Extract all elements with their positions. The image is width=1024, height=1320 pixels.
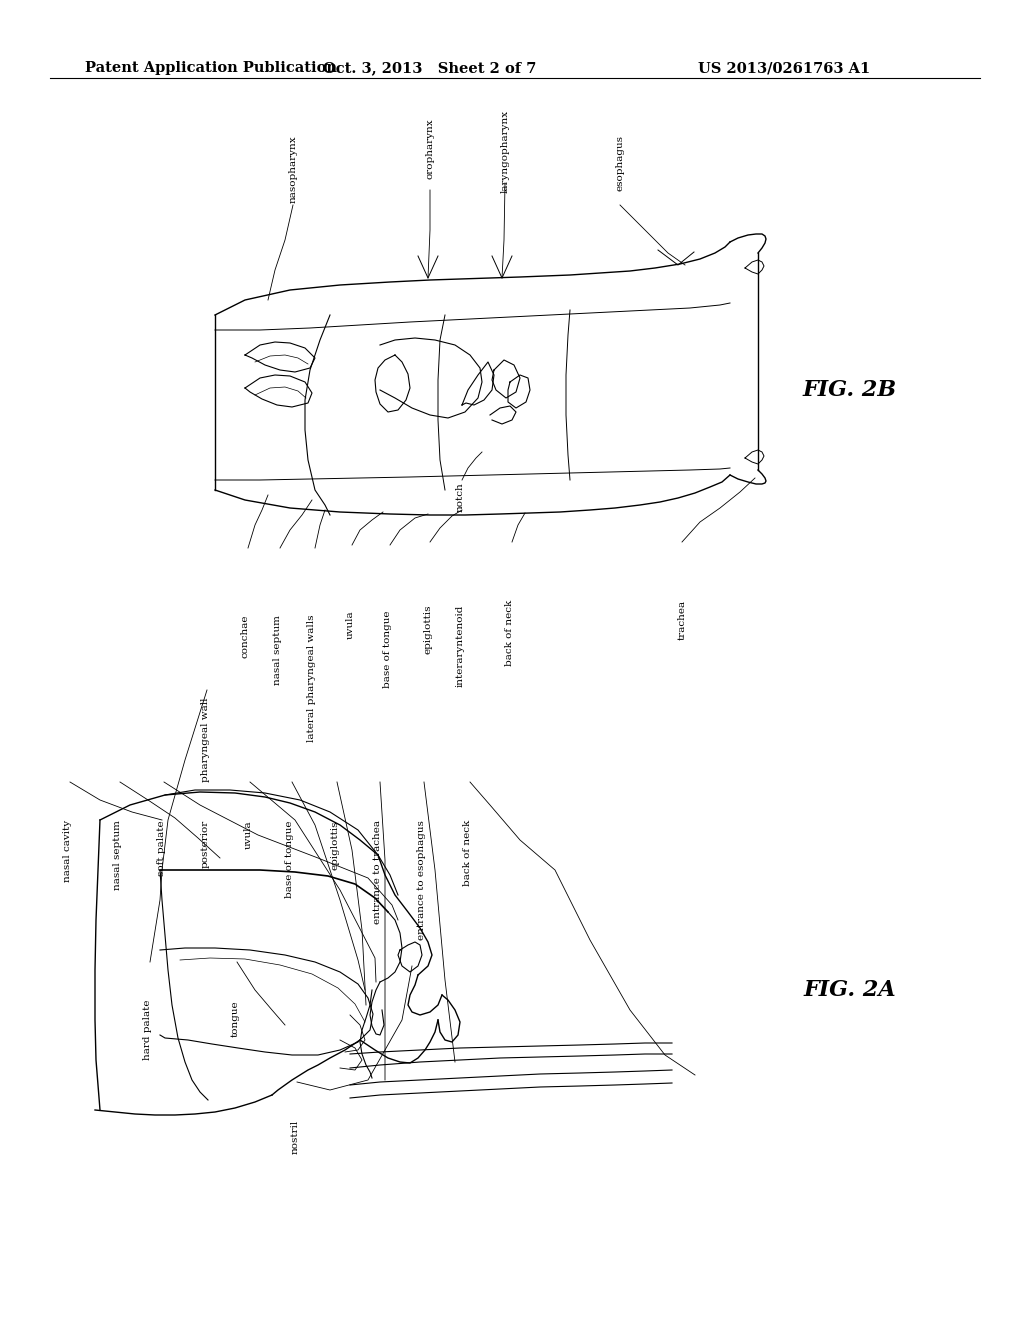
Text: nasopharynx: nasopharynx <box>289 135 298 203</box>
Text: back of neck: back of neck <box>506 601 514 667</box>
Text: soft palate: soft palate <box>158 820 167 875</box>
Text: tongue: tongue <box>230 1001 240 1036</box>
Text: interaryntenoid: interaryntenoid <box>456 605 465 688</box>
Text: notch: notch <box>456 482 465 512</box>
Text: nasal cavity: nasal cavity <box>63 820 73 882</box>
Text: base of tongue: base of tongue <box>286 820 295 898</box>
Text: lateral pharyngeal walls: lateral pharyngeal walls <box>307 615 316 742</box>
Text: hard palate: hard palate <box>143 1001 153 1060</box>
Text: nostril: nostril <box>291 1119 299 1154</box>
Text: epiglottis: epiglottis <box>331 820 340 870</box>
Text: esophagus: esophagus <box>615 135 625 191</box>
Text: epiglottis: epiglottis <box>424 605 432 655</box>
Text: nasal septum: nasal septum <box>273 615 283 685</box>
Text: Patent Application Publication: Patent Application Publication <box>85 61 337 75</box>
Text: pharyngeal wall: pharyngeal wall <box>201 698 210 783</box>
Text: trachea: trachea <box>678 601 686 640</box>
Text: back of neck: back of neck <box>464 820 472 886</box>
Text: posterior: posterior <box>201 820 210 869</box>
Text: oropharynx: oropharynx <box>426 117 434 178</box>
Text: uvula: uvula <box>345 610 354 639</box>
Text: entrance to esophagus: entrance to esophagus <box>418 820 427 940</box>
Text: conchae: conchae <box>241 615 250 659</box>
Text: US 2013/0261763 A1: US 2013/0261763 A1 <box>697 61 870 75</box>
Text: FIG. 2A: FIG. 2A <box>804 979 896 1001</box>
Text: nasal septum: nasal septum <box>114 820 123 890</box>
Text: uvula: uvula <box>244 820 253 849</box>
Text: FIG. 2B: FIG. 2B <box>803 379 897 401</box>
Text: laryngopharynx: laryngopharynx <box>501 110 510 193</box>
Text: base of tongue: base of tongue <box>384 610 392 688</box>
Text: entrance to trachea: entrance to trachea <box>374 820 383 924</box>
Text: Oct. 3, 2013   Sheet 2 of 7: Oct. 3, 2013 Sheet 2 of 7 <box>324 61 537 75</box>
